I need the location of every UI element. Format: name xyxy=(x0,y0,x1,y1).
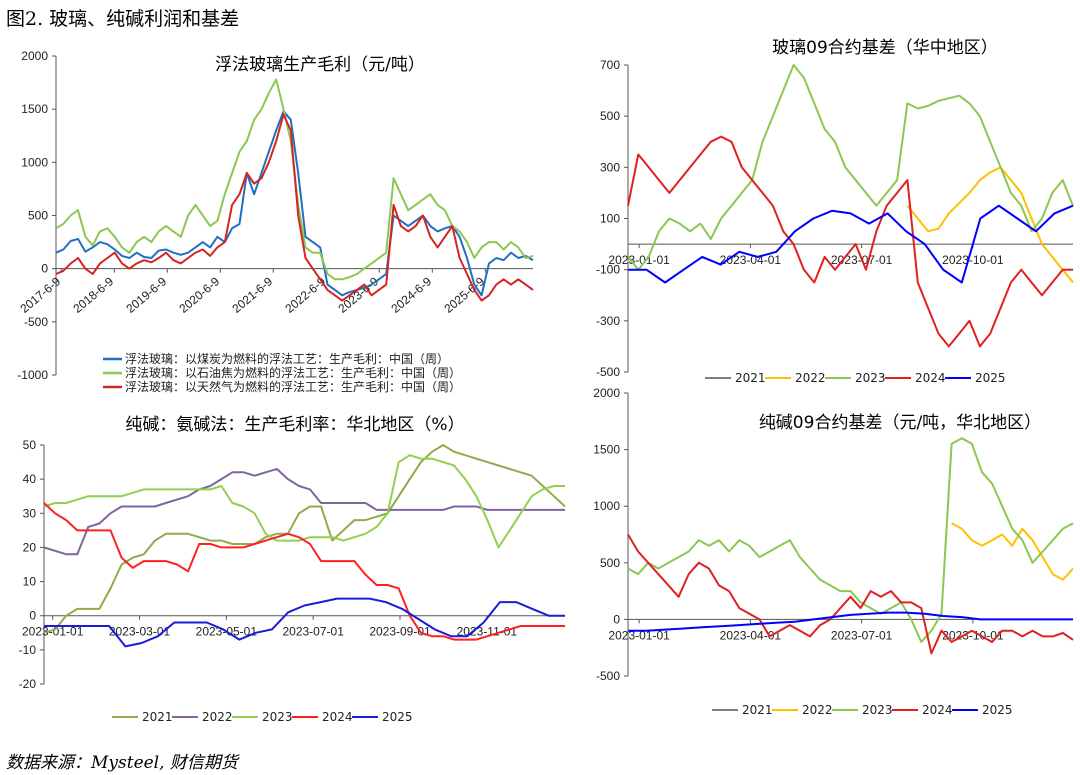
soda-profit-rate-legend-label: 2025 xyxy=(382,710,413,724)
soda-basis-series-4 xyxy=(628,611,1073,632)
soda-profit-rate-legend-label: 2022 xyxy=(202,710,233,724)
soda-profit-rate-legend-label: 2024 xyxy=(322,710,353,724)
glass-basis-y-tick-label: -300 xyxy=(596,314,620,328)
source-note: 数据来源：Mysteel, 财信期货 xyxy=(6,753,238,773)
glass-profit-series-2 xyxy=(55,113,534,302)
glass-basis-y-tick-label: 700 xyxy=(600,58,620,72)
glass-basis-y-tick-label: 100 xyxy=(600,212,620,226)
glass-profit-x-tick-label: 2020-6-9 xyxy=(176,274,222,316)
soda-basis-y-tick-label: 2000 xyxy=(593,386,620,400)
glass-basis-legend-label: 2023 xyxy=(855,371,886,385)
soda-basis-series-1 xyxy=(951,522,1074,581)
soda-profit-rate-x-tick-label: 2023-07-01 xyxy=(282,625,344,639)
soda-profit-rate-y-tick-label: 20 xyxy=(23,540,37,554)
glass-basis-y-tick-label: -500 xyxy=(596,365,620,379)
glass-profit-x-tick-label: 2017-6-9 xyxy=(17,274,63,316)
soda-profit-rate-y-tick-label: 0 xyxy=(29,609,36,623)
soda-basis-legend-label: 2021 xyxy=(742,703,773,717)
glass-basis-x-tick-label: 2023-10-01 xyxy=(942,253,1004,267)
glass-profit-legend-label: 浮法玻璃：以天然气为燃料的浮法工艺：生产毛利：中国（周） xyxy=(125,379,461,394)
glass-basis-legend-label: 2025 xyxy=(975,371,1006,385)
glass-profit-title: 浮法玻璃生产毛利（元/吨） xyxy=(215,55,425,75)
soda-basis-title: 纯碱09合约基差（元/吨，华北地区） xyxy=(759,413,1041,433)
soda-basis-series-3 xyxy=(627,533,1074,655)
soda-basis-y-tick-label: -500 xyxy=(596,669,620,683)
glass-basis-legend-label: 2022 xyxy=(795,371,826,385)
soda-basis-legend-label: 2022 xyxy=(802,703,833,717)
glass-profit-x-tick-label: 2018-6-9 xyxy=(70,274,116,316)
soda-profit-rate-y-tick-label: -10 xyxy=(19,643,37,657)
glass-profit-legend-label: 浮法玻璃：以煤炭为燃料的浮法工艺：生产毛利：中国（周） xyxy=(125,351,449,366)
glass-basis-y-tick-label: 500 xyxy=(600,109,620,123)
glass-basis-y-tick-label: 300 xyxy=(600,160,620,174)
soda-profit-rate-x-tick-label: 2023-03-01 xyxy=(109,625,171,639)
glass-profit-y-tick-label: -500 xyxy=(24,315,48,329)
glass-basis-legend-label: 2021 xyxy=(735,371,766,385)
soda-basis-y-tick-label: 1000 xyxy=(593,499,620,513)
soda-basis-x-tick-label: 2023-01-01 xyxy=(608,628,670,642)
soda-profit-rate-series-4 xyxy=(44,597,565,648)
soda-basis-series-2 xyxy=(627,437,1074,643)
glass-basis-x-tick-label: 2023-01-01 xyxy=(608,253,670,267)
soda-profit-rate-series-3 xyxy=(43,502,565,641)
glass-profit-y-tick-label: 1500 xyxy=(21,102,48,116)
soda-profit-rate-y-tick-label: -20 xyxy=(19,677,37,691)
soda-basis-y-tick-label: 0 xyxy=(613,612,620,626)
soda-profit-rate-series-0 xyxy=(43,444,566,634)
glass-profit-x-tick-label: 2024-6-9 xyxy=(388,274,434,316)
glass-profit-x-tick-label: 2021-6-9 xyxy=(229,274,275,316)
glass-basis-x-tick-label: 2023-04-01 xyxy=(720,253,782,267)
glass-basis-legend-label: 2024 xyxy=(915,371,946,385)
soda-profit-rate-y-tick-label: 40 xyxy=(23,472,37,486)
glass-basis-series-4 xyxy=(628,204,1074,284)
soda-profit-rate-y-tick-label: 50 xyxy=(23,438,37,452)
glass-basis-series-1 xyxy=(906,166,1074,284)
glass-profit-y-tick-label: 1000 xyxy=(21,155,48,169)
glass-basis-series-3 xyxy=(627,135,1073,348)
soda-basis-legend-label: 2024 xyxy=(922,703,953,717)
soda-profit-rate-x-tick-label: 2023-09-01 xyxy=(369,625,431,639)
glass-profit-y-tick-label: 2000 xyxy=(21,49,48,63)
glass-profit-y-tick-label: 0 xyxy=(41,262,48,276)
soda-profit-rate-series-1 xyxy=(43,467,565,556)
soda-profit-rate-x-tick-label: 2023-11-01 xyxy=(457,625,518,639)
glass-profit-legend-label: 浮法玻璃：以石油焦为燃料的浮法工艺：生产毛利：中国（周） xyxy=(125,365,461,380)
soda-profit-rate-x-tick-label: 2023-01-01 xyxy=(22,625,84,639)
glass-basis-title: 玻璃09合约基差（华中地区） xyxy=(772,38,998,58)
soda-profit-rate-chart: 50 40 30 20 10 0 -10 -20 2023-01-01 2023-03-01 202… xyxy=(19,415,566,724)
soda-basis-legend-label: 2023 xyxy=(862,703,893,717)
soda-basis-legend-label: 2025 xyxy=(982,703,1013,717)
soda-basis-y-tick-label: 500 xyxy=(600,556,620,570)
glass-profit-x-tick-label: 2019-6-9 xyxy=(123,274,169,316)
figure-title: 图2. 玻璃、纯碱利润和基差 xyxy=(6,8,240,30)
glass-profit-y-tick-label: 500 xyxy=(28,209,48,223)
soda-profit-rate-y-tick-label: 10 xyxy=(23,575,37,589)
glass-basis-series-2 xyxy=(627,64,1074,271)
glass-basis-chart: 700 500 300 100 -100 -300 -500 2023-01-01 2023-0… xyxy=(596,38,1074,385)
glass-basis-y-tick-label: -100 xyxy=(596,263,620,277)
soda-profit-rate-legend-label: 2021 xyxy=(142,710,173,724)
soda-profit-rate-y-tick-label: 30 xyxy=(23,506,37,520)
soda-basis-y-tick-label: 1500 xyxy=(593,443,620,457)
soda-basis-x-tick-label: 2023-07-01 xyxy=(831,628,893,642)
soda-profit-rate-title: 纯碱：氨碱法：生产毛利率：华北地区（%） xyxy=(125,415,464,435)
soda-profit-rate-legend-label: 2023 xyxy=(262,710,293,724)
soda-profit-rate-series-2 xyxy=(43,454,565,549)
glass-profit-y-tick-label: -1000 xyxy=(17,368,48,382)
glass-profit-chart: 2000 1500 1000 500 0 -500 -1000 2017-6-9 2018-6-… xyxy=(17,49,534,394)
